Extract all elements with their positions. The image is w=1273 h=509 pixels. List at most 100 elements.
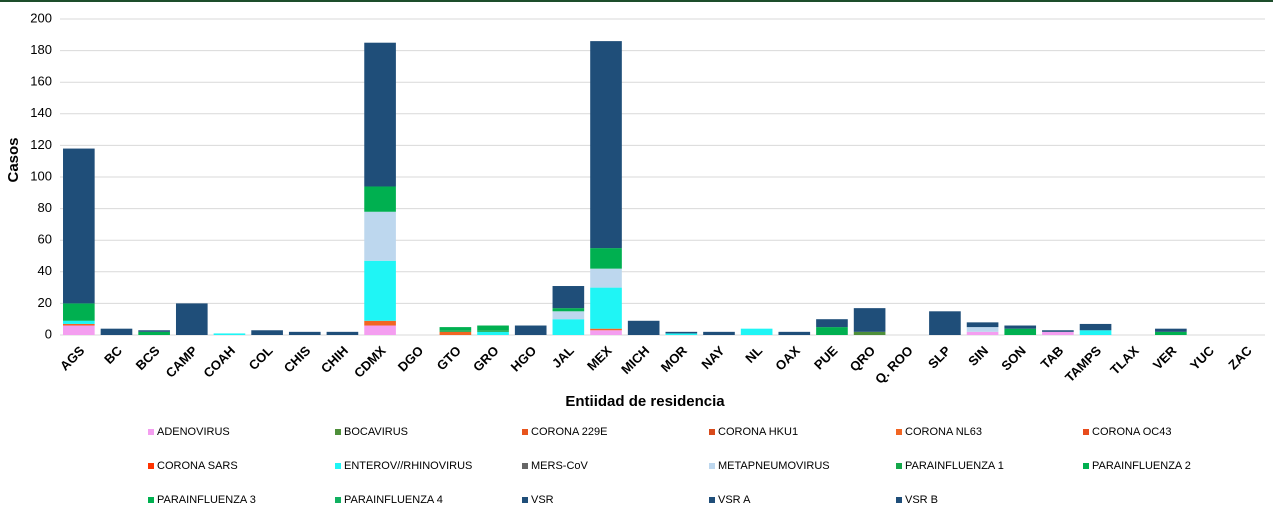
bar-segment xyxy=(100,328,133,335)
legend-swatch xyxy=(335,429,341,435)
x-tick-label: AGS xyxy=(57,343,88,374)
x-tick-label: DGO xyxy=(395,343,427,375)
bar-segment xyxy=(853,331,886,335)
x-tick-label: BCS xyxy=(133,343,163,373)
bar-segment xyxy=(627,320,660,335)
x-tick-label: JAL xyxy=(549,343,577,371)
x-tick-label: HGO xyxy=(508,343,540,375)
legend-label: VSR xyxy=(531,494,554,506)
bar-segment xyxy=(1042,331,1074,335)
x-tick-label: COL xyxy=(246,343,276,373)
legend-label: CORONA HKU1 xyxy=(718,426,798,438)
bar-segment xyxy=(439,331,472,335)
legend-swatch xyxy=(148,463,154,469)
x-tick-label: TAB xyxy=(1038,343,1067,372)
y-axis-title: Casos xyxy=(5,137,22,182)
x-tick-label: COAH xyxy=(200,343,238,381)
legend-label: CORONA 229E xyxy=(531,426,607,438)
legend-swatch xyxy=(709,429,715,435)
x-tick-label: PUE xyxy=(811,343,841,373)
y-tick-label: 200 xyxy=(30,10,52,25)
x-tick-label: Q. ROO xyxy=(872,343,916,387)
x-tick-label: MEX xyxy=(584,343,615,374)
legend-label: PARAINFLUENZA 4 xyxy=(344,494,443,506)
x-tick-label: TLAX xyxy=(1107,343,1142,378)
bar-segment xyxy=(853,308,886,332)
bar-segment xyxy=(665,331,698,334)
bar-segment xyxy=(816,319,848,328)
x-tick-label: NL xyxy=(742,343,765,366)
y-tick-label: 120 xyxy=(30,137,52,152)
bar-segment xyxy=(439,327,472,331)
bar-segment xyxy=(251,330,283,335)
bar-segment xyxy=(364,260,396,321)
bar-segment xyxy=(514,325,547,335)
x-tick-label: CDMX xyxy=(351,343,389,381)
top-border xyxy=(0,0,1273,2)
bar-segment xyxy=(590,330,622,335)
x-tick-label: NAY xyxy=(698,343,727,372)
x-tick-label: MICH xyxy=(618,343,652,377)
bar-segment xyxy=(590,268,622,288)
bar-segment xyxy=(213,333,246,335)
x-tick-label: GTO xyxy=(434,343,464,373)
legend-swatch xyxy=(148,429,154,435)
bar-segment xyxy=(326,331,359,335)
legend-swatch xyxy=(522,463,528,469)
bar-segment xyxy=(1042,330,1074,332)
bar-segment xyxy=(552,286,585,309)
bar-segment xyxy=(552,319,585,335)
x-tick-label: BC xyxy=(101,343,125,367)
legend-label: ENTEROV//RHINOVIRUS xyxy=(344,460,472,472)
legend-swatch xyxy=(148,497,154,503)
x-tick-label: QRO xyxy=(847,343,879,375)
bar-segment xyxy=(590,248,622,269)
x-tick-label: CAMP xyxy=(163,343,201,381)
bar-segment xyxy=(1079,330,1112,335)
x-tick-label: YUC xyxy=(1187,343,1217,373)
legend-label: VSR A xyxy=(718,494,751,506)
bar-segment xyxy=(1155,331,1187,335)
legend-label: METAPNEUMOVIRUS xyxy=(718,460,830,472)
legend-label: PARAINFLUENZA 3 xyxy=(157,494,256,506)
bar-segment xyxy=(477,331,509,335)
bar-segment xyxy=(477,330,509,332)
bar-segment xyxy=(439,330,472,332)
legend-swatch xyxy=(1083,429,1089,435)
bar-segment xyxy=(552,308,585,312)
bar-segment xyxy=(740,328,773,335)
x-tick-label: TAMPS xyxy=(1062,343,1104,385)
x-tick-label: CHIH xyxy=(318,343,351,376)
x-tick-label: CHIS xyxy=(281,343,314,376)
y-tick-label: 180 xyxy=(30,42,52,57)
legend-label: VSR B xyxy=(905,494,938,506)
bar-segment xyxy=(703,331,735,335)
bar-segment xyxy=(364,186,396,212)
bar-segment xyxy=(364,325,396,335)
legend-swatch xyxy=(522,497,528,503)
bar-segment xyxy=(63,320,95,324)
bar-segment xyxy=(590,41,622,249)
bar-segment xyxy=(63,323,95,326)
x-axis-title: Entiidad de residencia xyxy=(565,393,725,410)
bar-segment xyxy=(590,328,622,331)
x-tick-label: SON xyxy=(998,343,1029,374)
legend-label: ADENOVIRUS xyxy=(157,426,230,438)
bar-segment xyxy=(175,303,208,335)
legend-swatch xyxy=(896,497,902,503)
bar-segment xyxy=(288,331,321,335)
bar-segment xyxy=(138,331,170,335)
y-tick-label: 140 xyxy=(30,105,52,120)
x-tick-label: OAX xyxy=(772,343,803,374)
bar-segment xyxy=(364,320,396,326)
bar-segment xyxy=(477,325,509,331)
bar-segment xyxy=(364,211,396,261)
x-tick-label: MOR xyxy=(658,343,690,375)
bar-segment xyxy=(966,331,999,335)
bar-segment xyxy=(63,303,95,321)
legend-swatch xyxy=(896,429,902,435)
y-tick-label: 60 xyxy=(38,232,52,247)
y-tick-label: 40 xyxy=(38,263,52,278)
legend-swatch xyxy=(335,497,341,503)
